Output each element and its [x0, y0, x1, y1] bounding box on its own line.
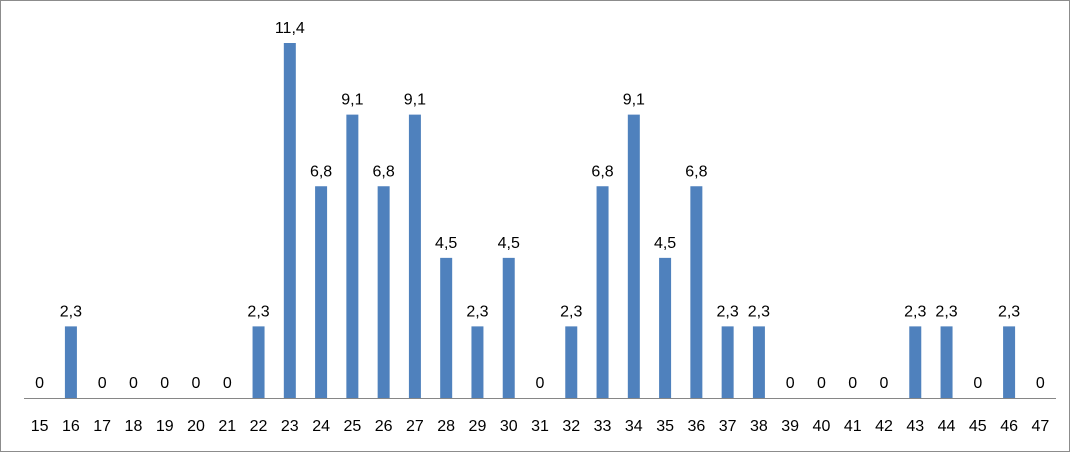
bar-35 — [659, 257, 672, 398]
bar-37 — [721, 326, 734, 398]
x-tick-label-26: 26 — [375, 418, 393, 435]
data-label-28: 4,5 — [435, 235, 457, 252]
data-label-23: 11,4 — [275, 20, 305, 37]
x-tick-label-30: 30 — [500, 418, 518, 435]
bar-32 — [565, 326, 578, 398]
x-tick-label-21: 21 — [218, 418, 236, 435]
x-tick-label-24: 24 — [312, 418, 330, 435]
x-tick-label-42: 42 — [875, 418, 893, 435]
bar-43 — [909, 326, 922, 398]
x-tick-label-45: 45 — [969, 418, 987, 435]
x-tick-label-23: 23 — [281, 418, 299, 435]
data-label-31: 0 — [536, 375, 545, 392]
data-label-34: 9,1 — [623, 92, 645, 109]
x-tick-label-32: 32 — [562, 418, 580, 435]
data-label-47: 0 — [1036, 375, 1045, 392]
x-tick-label-43: 43 — [906, 418, 924, 435]
data-label-22: 2,3 — [247, 303, 269, 320]
bar-27 — [408, 114, 421, 399]
x-tick-label-17: 17 — [93, 418, 111, 435]
x-tick-label-47: 47 — [1031, 418, 1049, 435]
bar-38 — [752, 326, 765, 398]
data-label-30: 4,5 — [498, 235, 520, 252]
x-tick-label-40: 40 — [813, 418, 831, 435]
x-tick-label-25: 25 — [343, 418, 361, 435]
data-label-32: 2,3 — [560, 303, 582, 320]
bar-36 — [690, 186, 703, 398]
x-tick-label-36: 36 — [687, 418, 705, 435]
data-label-21: 0 — [223, 375, 232, 392]
bar-29 — [471, 326, 484, 398]
data-labels-layer: 0 2,3 0 0 0 0 0 2,3 11,4 6,8 9,1 6,8 9,1 4,5 2,3 4,5 0 2,… — [35, 20, 1045, 392]
data-label-41: 0 — [848, 375, 857, 392]
data-label-33: 6,8 — [591, 163, 613, 180]
data-label-35: 4,5 — [654, 235, 676, 252]
data-label-18: 0 — [129, 375, 138, 392]
x-tick-label-18: 18 — [125, 418, 143, 435]
x-tick-label-22: 22 — [250, 418, 268, 435]
data-label-26: 6,8 — [373, 163, 395, 180]
data-label-15: 0 — [35, 375, 44, 392]
data-label-39: 0 — [786, 375, 795, 392]
data-label-42: 0 — [880, 375, 889, 392]
data-label-40: 0 — [817, 375, 826, 392]
bars-layer — [64, 43, 1016, 399]
bar-25 — [346, 114, 359, 399]
bar-30 — [502, 257, 515, 398]
x-tick-label-20: 20 — [187, 418, 205, 435]
x-tick-label-33: 33 — [594, 418, 612, 435]
x-tick-label-41: 41 — [844, 418, 862, 435]
x-tick-label-31: 31 — [531, 418, 549, 435]
bar-34 — [627, 114, 640, 399]
x-tick-label-35: 35 — [656, 418, 674, 435]
data-label-43: 2,3 — [904, 303, 926, 320]
bar-26 — [377, 186, 390, 398]
bar-46 — [1003, 326, 1016, 398]
x-tick-label-34: 34 — [625, 418, 643, 435]
x-tick-label-37: 37 — [719, 418, 737, 435]
bar-33 — [596, 186, 609, 398]
x-tick-label-29: 29 — [469, 418, 487, 435]
data-label-20: 0 — [192, 375, 201, 392]
x-tick-label-16: 16 — [62, 418, 80, 435]
data-label-19: 0 — [160, 375, 169, 392]
data-label-27: 9,1 — [404, 92, 426, 109]
x-tick-label-39: 39 — [781, 418, 799, 435]
data-label-16: 2,3 — [60, 303, 82, 320]
data-label-37: 2,3 — [717, 303, 739, 320]
x-tick-label-27: 27 — [406, 418, 424, 435]
data-label-17: 0 — [98, 375, 107, 392]
x-tick-label-38: 38 — [750, 418, 768, 435]
data-label-24: 6,8 — [310, 163, 332, 180]
x-tick-label-44: 44 — [938, 418, 956, 435]
bar-16 — [64, 326, 77, 398]
bar-23 — [283, 43, 296, 398]
x-tick-label-19: 19 — [156, 418, 174, 435]
data-label-36: 6,8 — [685, 163, 707, 180]
data-label-45: 0 — [973, 375, 982, 392]
bar-22 — [252, 326, 265, 398]
x-tick-label-46: 46 — [1000, 418, 1018, 435]
bar-44 — [940, 326, 953, 398]
bar-24 — [315, 186, 328, 398]
data-label-29: 2,3 — [466, 303, 488, 320]
data-label-44: 2,3 — [935, 303, 957, 320]
x-tick-label-28: 28 — [437, 418, 455, 435]
x-tick-label-15: 15 — [31, 418, 49, 435]
x-tick-labels-layer: 15 16 17 18 19 20 21 22 23 24 25 26 27 28 29 30 31 32 33 34… — [31, 418, 1050, 435]
bar-28 — [440, 257, 453, 398]
data-label-25: 9,1 — [341, 92, 363, 109]
data-label-38: 2,3 — [748, 303, 770, 320]
data-label-46: 2,3 — [998, 303, 1020, 320]
